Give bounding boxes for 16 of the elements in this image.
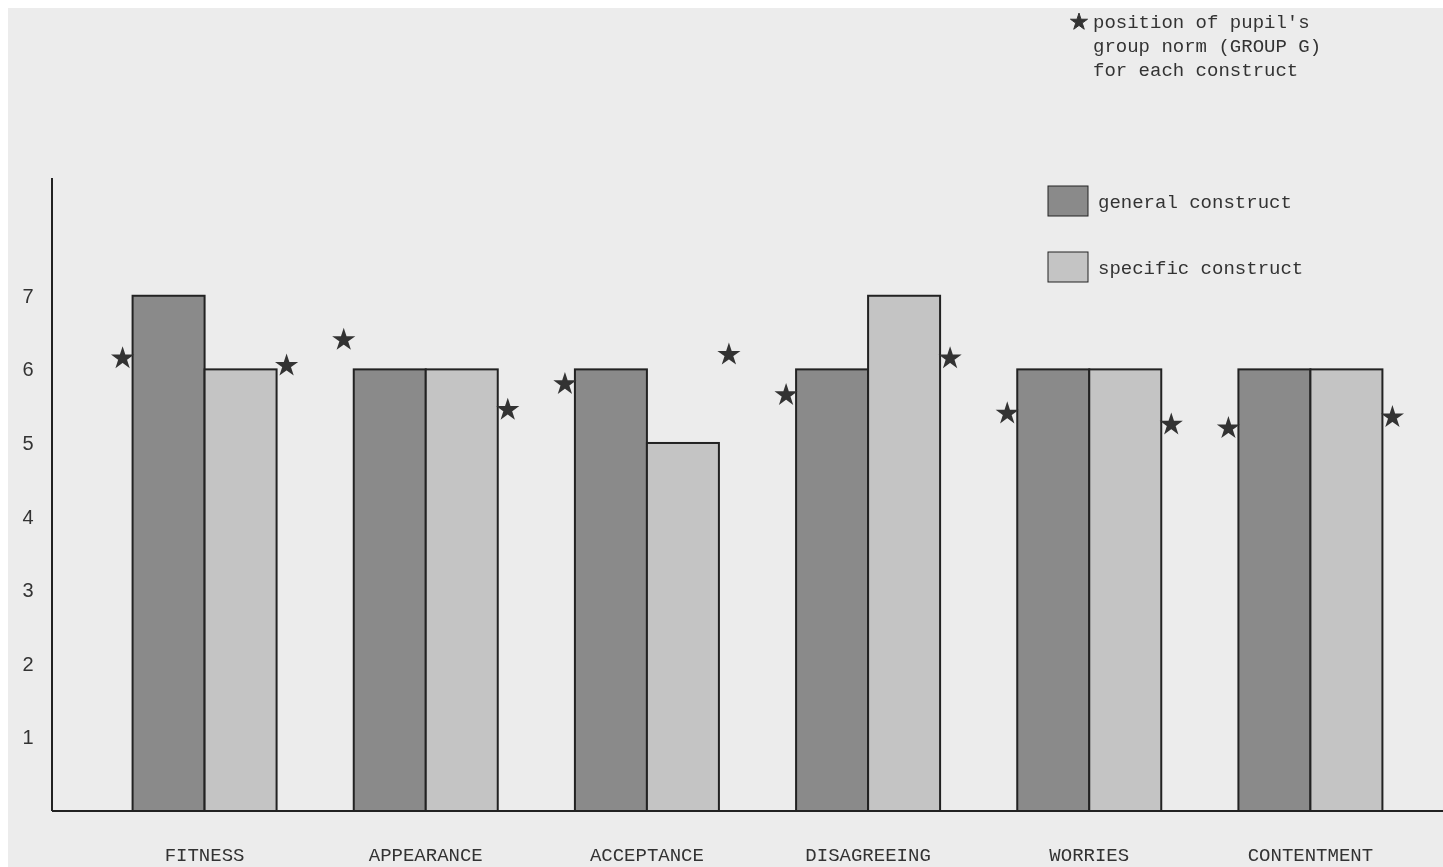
x-tick-label: FITNESS bbox=[164, 845, 245, 867]
y-tick-label: 2 bbox=[22, 652, 34, 675]
legend-label: position of pupil's group norm (GROUP G) for each construct bbox=[1093, 12, 1322, 82]
x-tick-label: APPEARANCE bbox=[368, 845, 483, 867]
y-tick-label: 7 bbox=[22, 284, 34, 307]
legend-label: general construct bbox=[1098, 191, 1292, 214]
legend-label: specific construct bbox=[1098, 257, 1304, 280]
y-tick-label: 3 bbox=[22, 579, 34, 602]
y-tick-label: 4 bbox=[22, 505, 34, 528]
x-tick-label: WORRIES bbox=[1049, 845, 1130, 867]
y-tick-label: 1 bbox=[22, 726, 34, 749]
x-tick-label: ACCEPTANCE bbox=[589, 845, 704, 867]
x-tick-label: DISAGREEING bbox=[805, 845, 931, 867]
y-tick-label: 5 bbox=[22, 431, 34, 454]
y-tick-label: 6 bbox=[22, 358, 34, 381]
x-tick-label: CONTENTMENT bbox=[1247, 845, 1374, 867]
